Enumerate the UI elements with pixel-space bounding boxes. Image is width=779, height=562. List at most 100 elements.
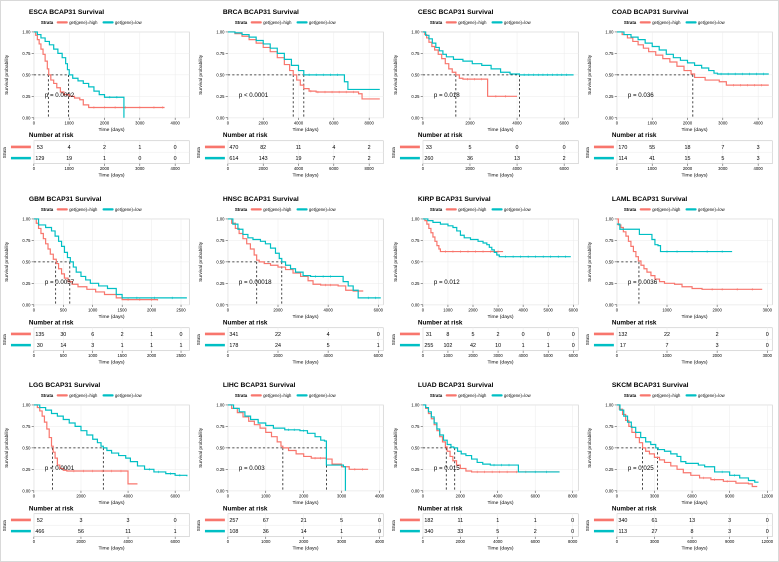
survival-curve-high — [33, 31, 165, 109]
risk-count-low: 30 — [37, 343, 43, 349]
risk-x-tick-label: 6000 — [171, 539, 181, 544]
x-tick-label: 9000 — [725, 494, 735, 499]
risk-count-low: 11 — [125, 529, 131, 535]
risk-count-high: 13 — [689, 518, 695, 524]
risk-x-tick-label: 4000 — [171, 166, 181, 171]
risk-count-high: 11 — [296, 145, 302, 151]
risk-x-tick-label: 2000 — [274, 353, 284, 358]
x-tick-label: 2000 — [76, 494, 86, 499]
p-value-label: p = 0.0036 — [628, 278, 658, 285]
risk-x-axis-label: Time (days) — [487, 359, 513, 365]
survival-curve-low — [228, 31, 381, 91]
risk-count-high: 5 — [468, 145, 471, 151]
x-tick-label: 0 — [615, 120, 618, 125]
y-tick-label: 0.00 — [411, 302, 420, 307]
risk-count-low: 7 — [333, 156, 336, 162]
x-tick-label: 0 — [227, 307, 230, 312]
risk-x-tick-label: 1000 — [88, 353, 98, 358]
risk-x-tick-label: 2000 — [259, 166, 269, 171]
risk-x-tick-label: 3000 — [493, 353, 503, 358]
risk-x-tick-label: 3000 — [135, 166, 145, 171]
survival-curve-low — [228, 218, 382, 299]
legend-strata-label: Strata — [235, 20, 248, 25]
y-tick-label: 0.50 — [217, 72, 226, 77]
risk-count-high: 31 — [425, 332, 431, 338]
risk-x-axis-label: Time (days) — [487, 173, 513, 179]
survival-curve-high — [33, 404, 138, 485]
risk-count-low: 340 — [424, 529, 433, 535]
km-panel-LAML: LAML BCAP31 Survival Strata get(gene)=high… — [584, 188, 778, 375]
legend-low-label: get(gene)=low — [698, 393, 726, 398]
risk-count-high: 18 — [684, 145, 690, 151]
risk-count-low: 56 — [78, 529, 84, 535]
y-tick-label: 0.00 — [217, 115, 226, 120]
risk-table-title: Number at risk — [417, 132, 462, 139]
risk-x-tick-label: 1000 — [261, 539, 271, 544]
y-tick-label: 0.50 — [605, 72, 614, 77]
legend-low-label: get(gene)=low — [504, 207, 532, 212]
x-tick-label: 4000 — [324, 307, 334, 312]
p-value-label: p = 0.015 — [433, 465, 459, 472]
risk-count-high: 52 — [37, 518, 43, 524]
risk-x-tick-label: 2000 — [100, 166, 110, 171]
y-tick-label: 1.00 — [411, 403, 420, 408]
risk-x-axis-label: Time (days) — [487, 546, 513, 552]
risk-count-high: 1 — [533, 518, 536, 524]
risk-strata-axis-label: Strata — [196, 520, 201, 532]
x-axis-label: Time (days) — [99, 127, 125, 133]
risk-x-tick-label: 6000 — [530, 539, 540, 544]
panel-title: ESCA BCAP31 Survival — [29, 9, 104, 16]
risk-x-tick-label: 0 — [33, 539, 36, 544]
risk-table-title: Number at risk — [223, 506, 268, 513]
legend-high-label: get(gene)=high — [69, 207, 98, 212]
y-tick-label: 0.50 — [22, 259, 31, 264]
y-tick-label: 0.25 — [605, 281, 614, 286]
risk-count-high: 0 — [571, 518, 574, 524]
legend-high-label: get(gene)=high — [652, 20, 681, 25]
risk-count-low: 33 — [457, 529, 463, 535]
risk-x-tick-label: 4000 — [512, 166, 522, 171]
risk-x-tick-label: 1000 — [647, 166, 657, 171]
x-tick-label: 6000 — [530, 494, 540, 499]
risk-count-high: 0 — [174, 518, 177, 524]
risk-x-tick-label: 1500 — [118, 353, 128, 358]
risk-count-low: 2 — [368, 156, 371, 162]
legend-high-label: get(gene)=high — [263, 207, 292, 212]
risk-count-low: 1 — [546, 343, 549, 349]
risk-x-tick-label: 500 — [60, 353, 68, 358]
y-tick-label: 1.00 — [22, 30, 31, 35]
risk-x-tick-label: 6000 — [329, 166, 339, 171]
x-tick-label: 0 — [421, 494, 424, 499]
y-axis-label: Survival probability — [4, 54, 10, 95]
y-axis-label: Survival probability — [392, 54, 398, 95]
risk-strata-axis-label: Strata — [390, 333, 395, 345]
km-svg-ESCA: ESCA BCAP31 Survival Strata get(gene)=high… — [2, 9, 190, 179]
risk-x-tick-label: 0 — [227, 166, 230, 171]
x-tick-label: 5000 — [543, 307, 553, 312]
legend-low-label: get(gene)=low — [698, 20, 726, 25]
km-svg-COAD: COAD BCAP31 Survival Strata get(gene)=high… — [585, 9, 773, 179]
risk-count-low: 1 — [121, 343, 124, 349]
risk-strata-axis-label: Strata — [585, 520, 590, 532]
km-svg-HNSC: HNSC BCAP31 Survival Strata get(gene)=high… — [196, 196, 384, 366]
legend-strata-label: Strata — [624, 393, 637, 398]
risk-strata-axis-label: Strata — [390, 520, 395, 532]
risk-count-high: 182 — [424, 518, 433, 524]
km-panel-HNSC: HNSC BCAP31 Survival Strata get(gene)=high… — [195, 188, 389, 375]
x-tick-label: 3000 — [337, 494, 347, 499]
y-tick-label: 0.75 — [22, 424, 31, 429]
survival-curve-high — [228, 31, 381, 100]
panel-title: SKCM BCAP31 Survival — [612, 382, 689, 389]
risk-count-high: 3 — [728, 518, 731, 524]
legend-strata-label: Strata — [429, 20, 442, 25]
risk-count-high: 0 — [546, 332, 549, 338]
risk-x-tick-label: 4000 — [375, 539, 385, 544]
risk-count-high: 341 — [230, 332, 239, 338]
y-tick-label: 0.00 — [605, 489, 614, 494]
risk-count-high: 3 — [756, 145, 759, 151]
legend-strata-label: Strata — [41, 207, 54, 212]
risk-x-axis-label: Time (days) — [293, 359, 319, 365]
risk-count-low: 2 — [533, 529, 536, 535]
risk-count-high: 1 — [138, 145, 141, 151]
